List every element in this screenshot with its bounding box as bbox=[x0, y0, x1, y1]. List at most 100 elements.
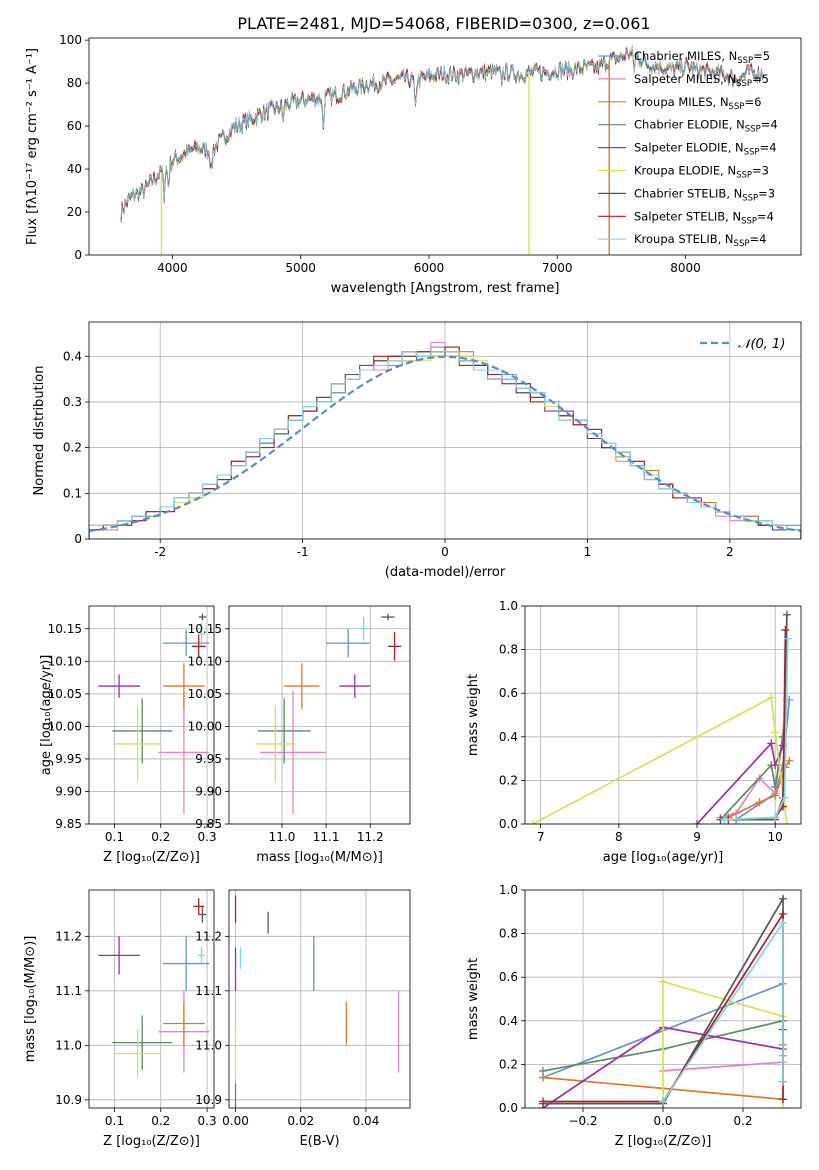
y-tick-label: 10.15 bbox=[188, 622, 222, 636]
weight-line-salpeter-elodie bbox=[696, 741, 784, 824]
weight-marker bbox=[779, 1104, 787, 1108]
point-salpeter-stelib bbox=[191, 634, 206, 659]
x-tick-label: 8000 bbox=[670, 261, 701, 275]
y-tick-label: 10.00 bbox=[188, 719, 222, 733]
y-tick-label: 9.95 bbox=[195, 752, 222, 766]
point-chabrier-stelib bbox=[198, 613, 207, 621]
point-chabrier-miles bbox=[163, 936, 210, 991]
x-tick-label: 7000 bbox=[542, 261, 573, 275]
axes-frame bbox=[524, 605, 802, 825]
weight-marker bbox=[771, 791, 780, 800]
x-tick-label: 0 bbox=[441, 545, 449, 559]
weight-marker bbox=[780, 793, 789, 802]
x-axis-label: Z [log₁₀(Z/Z⊙)] bbox=[615, 1134, 712, 1149]
y-tick-label: 0.0 bbox=[499, 817, 518, 831]
weight-marker bbox=[539, 1097, 547, 1106]
y-tick-label: 100 bbox=[59, 33, 82, 47]
x-tick-label: 0.02 bbox=[287, 1114, 314, 1128]
axes-frame bbox=[88, 37, 802, 256]
weight-marker bbox=[779, 1095, 787, 1104]
y-tick-label: 0.8 bbox=[499, 643, 518, 657]
weight-marker bbox=[693, 820, 702, 824]
chart-massweight-vs-Z: −0.2 0.0 0.2 0.0 0.2 0.4 0.6 0.8 1.0 Z [log₁₀(Z/Z… bbox=[466, 883, 802, 1149]
y-tick-label: 0.4 bbox=[499, 730, 518, 744]
point-chabrier-stelib bbox=[198, 906, 207, 923]
grid-lines bbox=[229, 606, 410, 825]
y-tick-label: 0 bbox=[74, 532, 82, 546]
x-tick-label: 0.2 bbox=[151, 830, 170, 844]
weight-line-chabrier-elodie bbox=[719, 736, 784, 821]
y-axis-label: mass [log₁₀(M/M⊙)] bbox=[23, 936, 38, 1063]
y-tick-label: 9.85 bbox=[195, 817, 222, 831]
legend-subscript: SSP bbox=[742, 193, 758, 203]
weight-line-kroupa-stelib bbox=[724, 638, 789, 821]
weight-marker bbox=[539, 1066, 547, 1075]
weight-marker bbox=[659, 977, 667, 986]
x-tick-label: 6000 bbox=[414, 261, 445, 275]
point-salpeter-stelib bbox=[193, 898, 205, 915]
chart-mass-vs-EBV: 0.00 0.02 0.04 10.9 11.0 11.1 11.2 E(B-V) bbox=[195, 889, 411, 1149]
legend-label-salpeter-miles: Salpeter MILES, NSSP=5 bbox=[634, 72, 769, 89]
weight-marker bbox=[771, 813, 780, 822]
axes-frame bbox=[228, 605, 411, 825]
x-tick-label: 0.00 bbox=[222, 1114, 249, 1128]
y-tick-label: 10.00 bbox=[48, 719, 82, 733]
axes-frame bbox=[88, 321, 802, 540]
weight-marker bbox=[781, 625, 790, 634]
x-tick-label: 0.1 bbox=[105, 1114, 124, 1128]
chart-age-vs-Z: 0.1 0.2 0.3 9.85 9.90 9.95 10.00 10.05 10.10 10.1… bbox=[39, 605, 217, 865]
y-tick-label: 0.2 bbox=[63, 441, 82, 455]
point-salpeter-elodie bbox=[98, 674, 140, 698]
axes-frame bbox=[88, 889, 215, 1109]
point-kroupa-elodie bbox=[114, 1028, 161, 1079]
y-tick-label: 0.2 bbox=[499, 773, 518, 787]
legend-nssp: =6 bbox=[744, 95, 761, 109]
y-tick-label: 10.10 bbox=[188, 654, 222, 668]
errorbar-points bbox=[255, 613, 402, 815]
y-tick-label: 9.85 bbox=[55, 817, 82, 831]
legend-subscript: SSP bbox=[745, 125, 761, 135]
x-axis-label: Z [log₁₀(Z/Z⊙)] bbox=[103, 1134, 200, 1149]
x-tick-label: 10 bbox=[768, 830, 783, 844]
point-kroupa-stelib bbox=[360, 617, 368, 641]
point-salpeter-elodie bbox=[339, 674, 371, 698]
y-tick-label: 0.4 bbox=[499, 1014, 518, 1028]
y-axis-label: mass weight bbox=[466, 958, 481, 1040]
legend-nssp: =4 bbox=[760, 141, 777, 155]
x-tick-label: 0.04 bbox=[353, 1114, 380, 1128]
x-tick-label: 11.2 bbox=[357, 830, 384, 844]
axes-frame bbox=[228, 889, 411, 1109]
axes-frame bbox=[524, 889, 802, 1109]
chart-residual-histogram: -2 -1 0 1 2 0 0.1 0.2 0.3 0.4 𝒩(0, 1) (data-model)/… bbox=[32, 321, 802, 580]
y-axis-label: age [log₁₀(age/yr)] bbox=[39, 655, 54, 776]
point-salpeter-stelib bbox=[387, 632, 402, 661]
point-salpeter-miles bbox=[259, 690, 327, 815]
legend-subscript: SSP bbox=[729, 102, 745, 112]
chart-mass-vs-Z: 0.1 0.2 0.3 10.9 11.0 11.1 11.2 Z [log₁₀(Z/Z⊙)]… bbox=[23, 889, 217, 1149]
weight-marker bbox=[771, 782, 780, 791]
legend-subscript: SSP bbox=[736, 171, 752, 181]
point-kroupa-elodie bbox=[114, 706, 161, 782]
y-tick-label: 11.1 bbox=[195, 984, 222, 998]
chart-age-vs-mass: 11.0 11.1 11.2 9.85 9.90 9.95 10.00 10.05 10.10 1… bbox=[188, 605, 411, 865]
y-tick-label: 9.90 bbox=[195, 784, 222, 798]
weight-marker bbox=[767, 739, 776, 748]
weight-marker bbox=[779, 909, 787, 918]
x-tick-label: 2 bbox=[726, 545, 734, 559]
y-tick-label: 11.2 bbox=[195, 929, 222, 943]
y-tick-label: 0.6 bbox=[499, 970, 518, 984]
weight-marker bbox=[659, 1097, 667, 1106]
point-chabrier-miles bbox=[326, 628, 371, 658]
weight-marker bbox=[771, 728, 780, 737]
x-axis-label: age [log₁₀(age/yr)] bbox=[603, 850, 724, 865]
point-chabrier-elodie bbox=[257, 698, 311, 764]
x-tick-label: 0.3 bbox=[198, 1114, 217, 1128]
chart-spectrum: 4000 5000 6000 7000 8000 0 20 40 60 80 100 Chabrier… bbox=[25, 33, 802, 296]
y-tick-label: 0.3 bbox=[63, 395, 82, 409]
legend-label-chabrier-stelib: Chabrier STELIB, NSSP=3 bbox=[634, 186, 775, 203]
grid-lines bbox=[229, 890, 410, 1108]
x-tick-label: −0.2 bbox=[568, 1114, 597, 1128]
y-tick-label: 11.1 bbox=[55, 984, 82, 998]
grid-lines bbox=[89, 890, 214, 1108]
weight-line-kroupa-elodie bbox=[532, 696, 788, 824]
